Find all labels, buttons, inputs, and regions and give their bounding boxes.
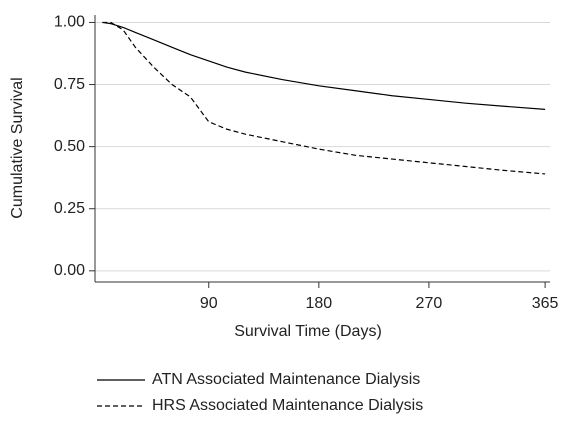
y-tick-label: 0.00 (54, 262, 85, 279)
y-tick-label: 1.00 (54, 14, 85, 31)
y-tick-label: 0.75 (54, 76, 85, 93)
legend-label: HRS Associated Maintenance Dialysis (152, 397, 423, 414)
x-tick-label: 90 (200, 295, 218, 312)
x-tick-label: 365 (532, 295, 559, 312)
x-tick-label: 180 (305, 295, 332, 312)
y-axis-label: Cumulative Survival (9, 77, 26, 218)
x-axis-label: Survival Time (Days) (234, 323, 382, 340)
legend-label: ATN Associated Maintenance Dialysis (152, 371, 420, 388)
series-line (102, 21, 546, 110)
y-tick-label: 0.50 (54, 138, 85, 155)
y-tick-label: 0.25 (54, 200, 85, 217)
series-line (102, 21, 546, 175)
x-tick-label: 270 (416, 295, 443, 312)
